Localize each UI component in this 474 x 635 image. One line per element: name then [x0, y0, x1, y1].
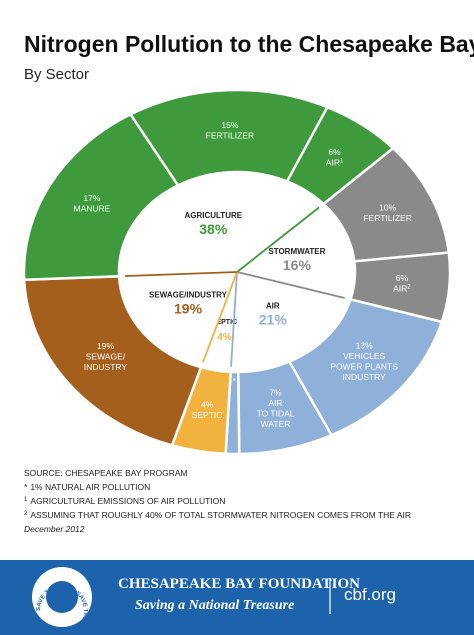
sector-value: 38% [199, 221, 228, 237]
footnote-marker: * [24, 482, 28, 492]
footnote-text: 1% NATURAL AIR POLLUTION [30, 482, 150, 492]
sector-value: 16% [283, 257, 312, 273]
sector-value: 19% [174, 301, 203, 317]
value-label: 4% [201, 400, 214, 410]
sector-value: 4% [217, 332, 232, 343]
footnote-marker: 1 [24, 497, 28, 503]
organization: CHESAPEAKE BAY FOUNDATION [118, 576, 360, 592]
segment-label: INDUSTRY [84, 362, 128, 372]
footnote: 1 AGRICULTURAL EMISSIONS OF AIR POLLUTION [24, 496, 225, 506]
segment-label: TO TIDAL [257, 409, 295, 419]
value-label: 17% [83, 193, 100, 203]
value-label: 10% [379, 203, 396, 213]
value-label: 7% [269, 388, 282, 398]
segment-label: AIR [393, 284, 407, 294]
sector-label: SEPTIC [212, 319, 237, 326]
footnote-text: AGRICULTURAL EMISSIONS OF AIR POLLUTION [30, 496, 225, 506]
date: December 2012 [24, 524, 85, 534]
segment-label: WATER [261, 419, 291, 429]
footnote-marker: 2 [24, 511, 28, 517]
segment-label: FERTILIZER [363, 213, 412, 223]
tagline: Saving a National Treasure [135, 598, 294, 613]
value-label: 6% [396, 273, 409, 283]
sector-label: AIR [266, 302, 280, 311]
footnote: 2 ASSUMING THAT ROUGHLY 40% OF TOTAL STOR… [24, 510, 411, 520]
outer-label: 7% AIR TO TIDAL WATER [257, 388, 295, 430]
inner-sector [125, 272, 237, 363]
url[interactable]: cbf.org [344, 585, 396, 604]
outer-segment [22, 274, 203, 447]
sector-value: 21% [259, 312, 288, 328]
segment-label: INDUSTRY [343, 372, 387, 382]
outer-segment [22, 112, 180, 282]
inner-sector [237, 207, 349, 299]
outer-label: 17% MANURE [74, 193, 111, 214]
outer-label: 19% SEWAGE/INDUSTRY [84, 341, 128, 372]
subtitle: By Sector [24, 66, 89, 83]
outer-label: 6% AIR2 [393, 273, 411, 294]
segment-label: MANURE [74, 204, 111, 214]
inner-sector [125, 176, 320, 277]
sector-label: AGRICULTURE [184, 211, 242, 220]
value-label: 6% [328, 147, 341, 157]
footnote-text: ASSUMING THAT ROUGHLY 40% OF TOTAL STORM… [30, 510, 411, 520]
outer-label: 4% SEPTIC [192, 400, 223, 421]
sector-label: STORMWATER [268, 247, 325, 256]
title: Nitrogen Pollution to the Chesapeake Bay [24, 31, 474, 57]
segment-label: FERTILIZER [206, 131, 255, 141]
footnote-marker: * [233, 376, 237, 386]
segment-label: VEHICLES [343, 351, 385, 361]
outer-label: 15% FERTILIZER [206, 120, 255, 141]
segment-label: POWER PLANTS [330, 362, 398, 372]
inner-sector [231, 272, 345, 367]
value-label: 15% [221, 120, 238, 130]
source-note: SOURCE: CHESAPEAKE BAY PROGRAM [24, 468, 188, 478]
sector-divider [202, 271, 238, 363]
outer-label: 6% AIR1 [326, 147, 344, 168]
segment-label: SEPTIC [192, 410, 223, 420]
sector-divider [230, 271, 238, 367]
sector-label: SEWAGE/INDUSTRY [149, 291, 228, 300]
seal-center [46, 581, 78, 613]
outer-label: * [233, 376, 237, 386]
sector-divider [236, 271, 345, 299]
footnote-marker: 1 [340, 158, 344, 164]
outer-label: 13% VEHICLES POWER PLANTS INDUSTRY [330, 341, 398, 383]
footnote: * 1% NATURAL AIR POLLUTION [24, 482, 150, 492]
sector-divider [125, 271, 238, 277]
value-label: 19% [97, 341, 114, 351]
footnote-marker: 2 [407, 284, 411, 290]
segment-label: AIR [268, 398, 282, 408]
segment-label: SEWAGE/ [86, 352, 126, 362]
segment-label: AIR [326, 158, 340, 168]
value-label: 13% [356, 341, 373, 351]
sector-divider [236, 206, 320, 273]
outer-label: 10% FERTILIZER [363, 203, 412, 224]
